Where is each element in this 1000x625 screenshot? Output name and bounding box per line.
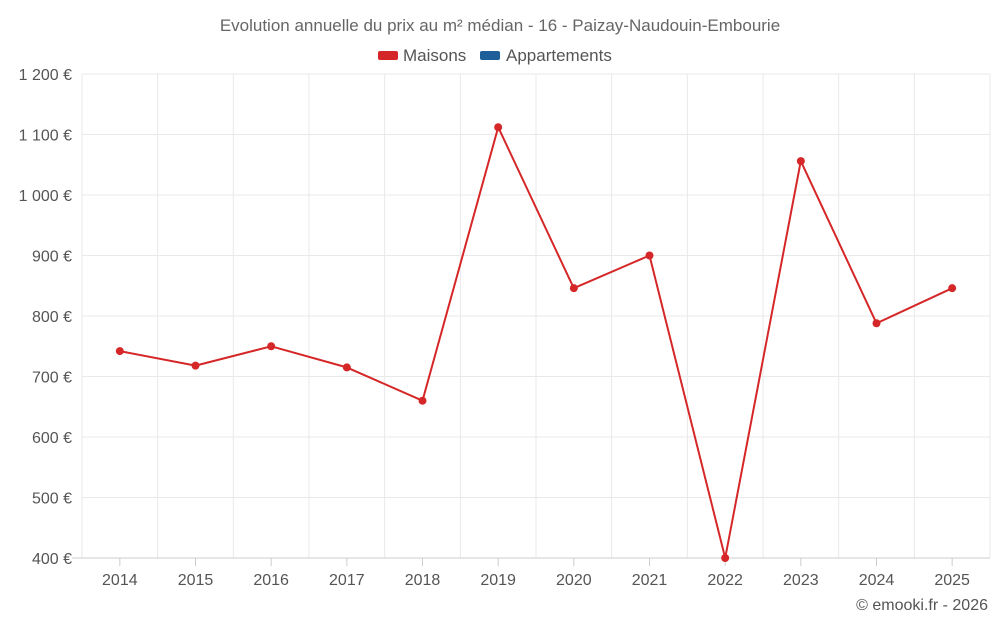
y-tick-label: 1 200 €: [19, 67, 72, 84]
x-tick-label: 2017: [329, 572, 365, 589]
y-tick-label: 700 €: [32, 370, 72, 387]
legend-swatch-maisons: [378, 51, 398, 60]
legend-label-appartements: Appartements: [506, 46, 612, 65]
legend-item-appartements[interactable]: Appartements: [480, 46, 612, 65]
y-tick-label: 900 €: [32, 249, 72, 266]
data-point-maisons-2016[interactable]: [267, 342, 276, 351]
x-tick-label: 2025: [934, 572, 970, 589]
credit-text: © emooki.fr - 2026: [856, 597, 988, 614]
legend-item-maisons[interactable]: Maisons: [378, 46, 466, 65]
data-point-maisons-2015[interactable]: [191, 361, 200, 370]
data-point-maisons-2018[interactable]: [418, 396, 427, 405]
data-point-maisons-2019[interactable]: [494, 123, 503, 132]
data-point-maisons-2017[interactable]: [342, 363, 351, 372]
series-line-maisons: [119, 126, 953, 559]
grid: [81, 73, 991, 558]
x-tick-label: 2014: [102, 572, 138, 589]
y-tick-label: 600 €: [32, 430, 72, 447]
series-maisons: [115, 123, 957, 562]
y-tick-label: 1 000 €: [19, 188, 72, 205]
data-point-maisons-2022[interactable]: [721, 554, 730, 562]
y-tick-label: 1 100 €: [19, 128, 72, 145]
x-tick-label: 2015: [178, 572, 214, 589]
data-point-maisons-2025[interactable]: [948, 284, 957, 293]
y-axis-ticks: 400 € 500 € 600 € 700 € 800 € 900 € 1 000 € 1 1…: [19, 67, 72, 568]
legend-label-maisons: Maisons: [403, 46, 466, 65]
x-tick-label: 2018: [405, 572, 441, 589]
y-tick-label: 400 €: [32, 551, 72, 568]
chart-title: Evolution annuelle du prix au m² médian …: [220, 16, 780, 35]
data-point-maisons-2020[interactable]: [569, 284, 578, 293]
x-tick-label: 2023: [783, 572, 819, 589]
y-tick-label: 500 €: [32, 491, 72, 508]
x-tick-label: 2019: [480, 572, 516, 589]
x-tick-label: 2016: [253, 572, 289, 589]
legend-swatch-appartements: [480, 51, 500, 60]
x-axis-ticks: 2014 2015 2016 2017 2018 2019 2020 2021 2022 2023…: [102, 558, 970, 589]
x-tick-label: 2024: [859, 572, 895, 589]
x-tick-label: 2021: [632, 572, 668, 589]
data-point-maisons-2021[interactable]: [645, 251, 654, 260]
legend: Maisons Appartements: [378, 46, 612, 65]
x-tick-label: 2020: [556, 572, 592, 589]
data-point-maisons-2023[interactable]: [796, 157, 805, 166]
y-tick-label: 800 €: [32, 309, 72, 326]
data-point-maisons-2014[interactable]: [115, 347, 124, 356]
data-point-maisons-2024[interactable]: [872, 319, 881, 328]
x-tick-label: 2022: [707, 572, 743, 589]
